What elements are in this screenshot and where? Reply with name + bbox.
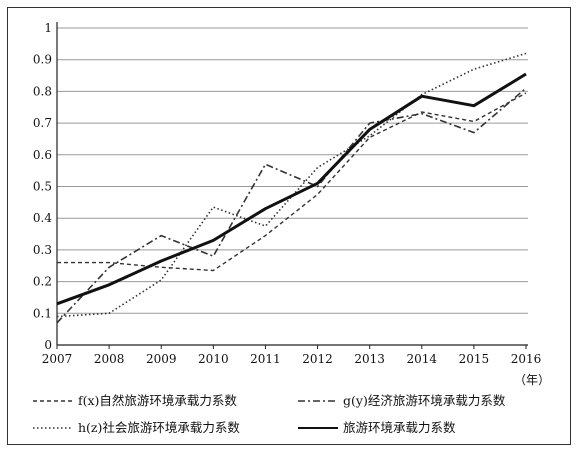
y-tick-label: 0.3	[33, 243, 52, 257]
y-tick-label: 0.8	[33, 84, 52, 98]
x-tick-label: 2009	[146, 352, 177, 366]
x-tick-labels: 2007 2008 2009 2010 2011 2012 2013 2014 2015 2016	[42, 352, 542, 366]
y-tick-label: 0	[44, 338, 52, 352]
legend: f(x)自然旅游环境承载力系数 g(y)经济旅游环境承载力系数 h(z)社会旅游环境…	[33, 393, 506, 435]
x-tick-label: 2014	[407, 352, 438, 366]
x-tick-label: 2008	[94, 352, 125, 366]
y-tick-label: 1	[44, 21, 52, 35]
grid-lines	[57, 27, 528, 314]
series-line-1	[56, 87, 527, 324]
legend-label-1: g(y)经济旅游环境承载力系数	[343, 393, 506, 408]
y-tick-label: 0.1	[33, 306, 52, 320]
chart-frame	[7, 7, 571, 445]
y-tick-label: 0.6	[33, 148, 52, 162]
axes	[56, 22, 528, 349]
y-tick-label: 0.4	[33, 211, 52, 225]
x-tick-label: 2012	[302, 352, 333, 366]
x-tick-label: 2013	[354, 352, 385, 366]
x-tick-label: 2016	[511, 352, 542, 366]
legend-label-0: f(x)自然旅游环境承载力系数	[78, 393, 237, 408]
y-tick-labels: 0 0.1 0.2 0.3 0.4 0.5 0.6 0.7 0.8 0.9 1	[33, 21, 52, 352]
series-line-3	[56, 72, 527, 306]
series-lines	[56, 52, 527, 324]
x-tick-label: 2010	[198, 352, 229, 366]
x-tick-label: 2011	[250, 352, 281, 366]
legend-label-3: 旅游环境承载力系数	[343, 420, 456, 435]
y-tick-label: 0.2	[33, 275, 52, 289]
x-tick-label: 2015	[459, 352, 490, 366]
y-tick-label: 0.5	[33, 180, 52, 194]
x-tick-label: 2007	[42, 352, 73, 366]
y-tick-label: 0.7	[33, 116, 52, 130]
series-line-0	[57, 92, 527, 272]
y-tick-label: 0.9	[33, 53, 52, 67]
x-unit-label: （年）	[514, 373, 550, 387]
legend-label-2: h(z)社会旅游环境承载力系数	[78, 420, 240, 435]
